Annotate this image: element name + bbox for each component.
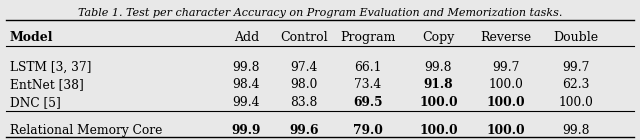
Text: 98.0: 98.0 (291, 78, 317, 91)
Text: 100.0: 100.0 (488, 78, 523, 91)
Text: 99.8: 99.8 (563, 124, 589, 137)
Text: 97.4: 97.4 (291, 61, 317, 74)
Text: 62.3: 62.3 (563, 78, 589, 91)
Text: 79.0: 79.0 (353, 124, 383, 137)
Text: 83.8: 83.8 (291, 96, 317, 109)
Text: 100.0: 100.0 (486, 124, 525, 137)
Text: 98.4: 98.4 (233, 78, 260, 91)
Text: 99.9: 99.9 (232, 124, 261, 137)
Text: 99.7: 99.7 (492, 61, 519, 74)
Text: 99.4: 99.4 (233, 96, 260, 109)
Text: DNC [5]: DNC [5] (10, 96, 60, 109)
Text: 100.0: 100.0 (559, 96, 593, 109)
Text: 69.5: 69.5 (353, 96, 383, 109)
Text: 73.4: 73.4 (355, 78, 381, 91)
Text: Add: Add (234, 31, 259, 44)
Text: 100.0: 100.0 (419, 96, 458, 109)
Text: LSTM [3, 37]: LSTM [3, 37] (10, 61, 91, 74)
Text: Table 1. Test per character Accuracy on Program Evaluation and Memorization task: Table 1. Test per character Accuracy on … (78, 8, 562, 18)
Text: 99.7: 99.7 (563, 61, 589, 74)
Text: 99.8: 99.8 (425, 61, 452, 74)
Text: Double: Double (554, 31, 598, 44)
Text: Program: Program (340, 31, 396, 44)
Text: 91.8: 91.8 (424, 78, 453, 91)
Text: 99.6: 99.6 (289, 124, 319, 137)
Text: Model: Model (10, 31, 53, 44)
Text: Reverse: Reverse (480, 31, 531, 44)
Text: 100.0: 100.0 (486, 96, 525, 109)
Text: 66.1: 66.1 (355, 61, 381, 74)
Text: EntNet [38]: EntNet [38] (10, 78, 83, 91)
Text: Control: Control (280, 31, 328, 44)
Text: Relational Memory Core: Relational Memory Core (10, 124, 162, 137)
Text: Copy: Copy (422, 31, 454, 44)
Text: 100.0: 100.0 (419, 124, 458, 137)
Text: 99.8: 99.8 (233, 61, 260, 74)
